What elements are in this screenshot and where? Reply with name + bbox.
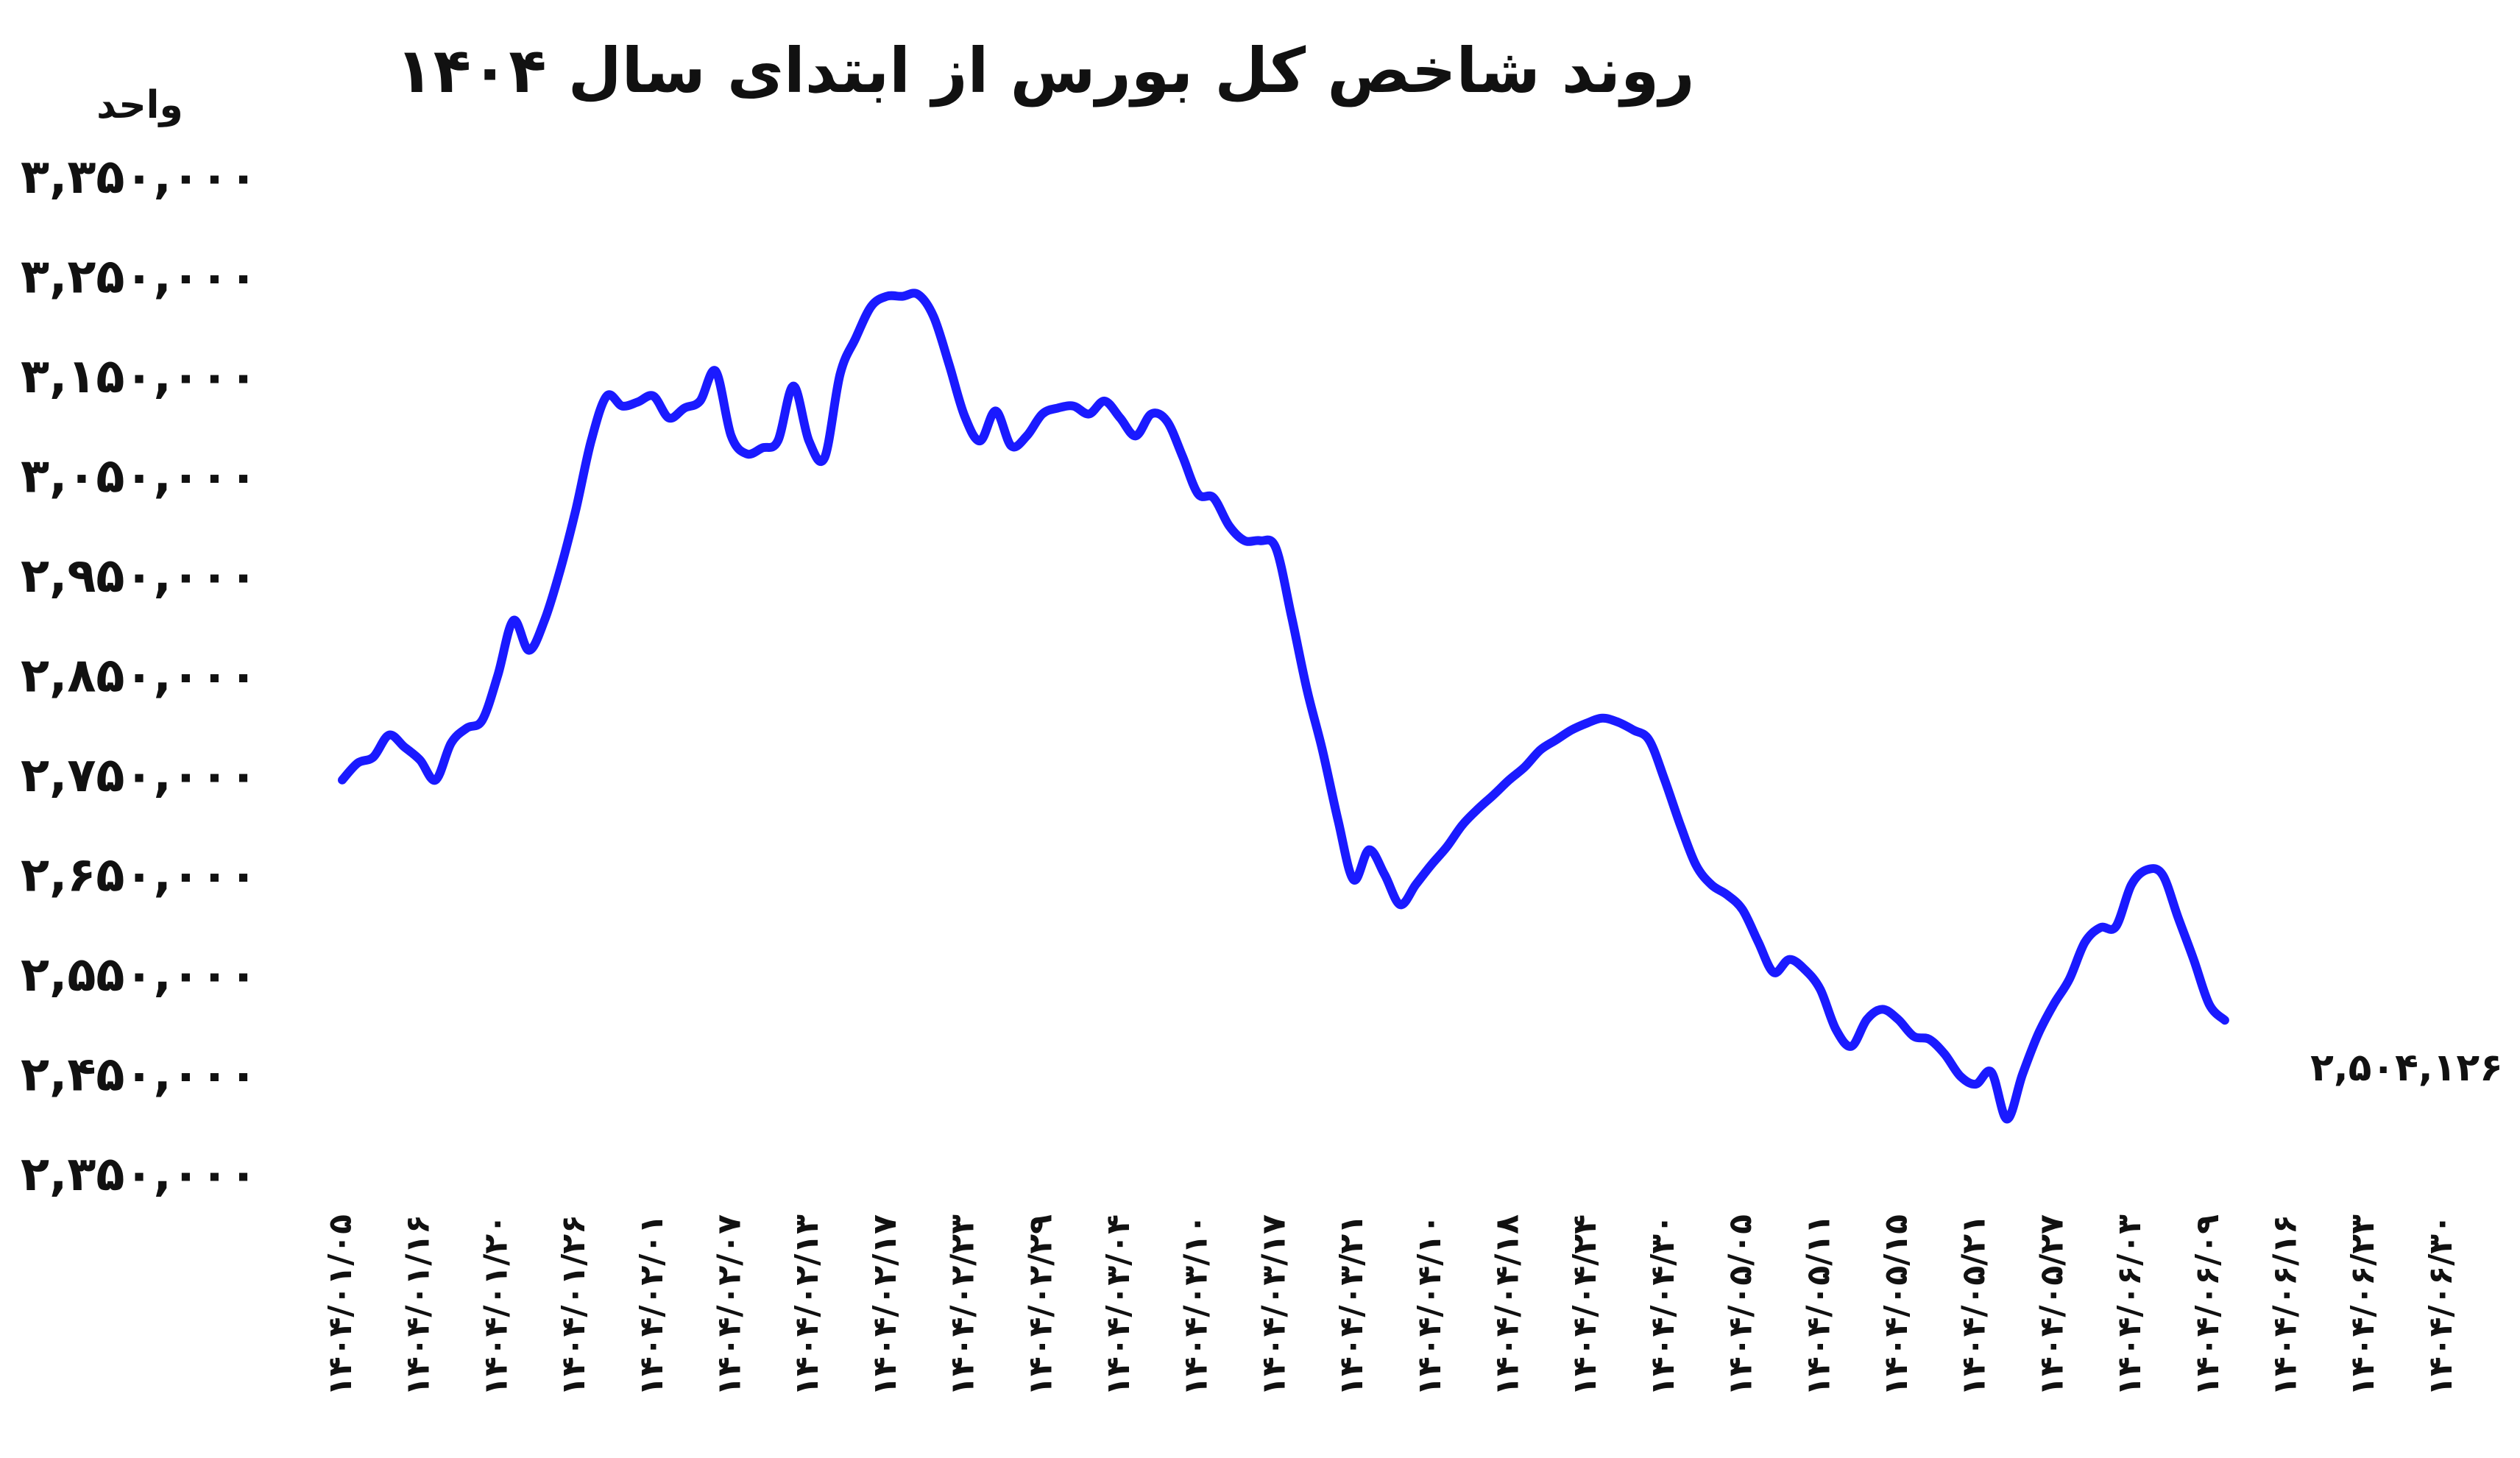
y-axis-ticks: ۳,۳۵۰,۰۰۰ ۳,۲۵۰,۰۰۰ ۳,۱۵۰,۰۰۰ ۳,۰۵۰,۰۰۰ ۲,۹۵…: [21, 150, 258, 1202]
chart-title: روند شاخص کل بورس از ابتدای سال ۱۴۰۴: [395, 35, 1694, 107]
y-tick-label: ۲,۹۵۰,۰۰۰: [21, 549, 258, 604]
x-tick-label: ۱۴۰۴/۰۲/۱۷: [866, 1214, 904, 1396]
x-axis-ticks: ۱۴۰۴/۰۱/۰۵ ۱۴۰۴/۰۱/۱۶ ۱۴۰۴/۰۱/۲۰ ۱۴۰۴/۰۱/۲۶…: [322, 1214, 2460, 1396]
x-tick-label: ۱۴۰۴/۰۱/۰۵: [322, 1214, 359, 1396]
y-tick-label: ۳,۳۵۰,۰۰۰: [21, 150, 258, 205]
x-tick-label: ۱۴۰۴/۰۴/۱۸: [1488, 1214, 1526, 1396]
x-tick-label: ۱۴۰۴/۰۳/۱۰: [1178, 1214, 1215, 1396]
x-tick-label: ۱۴۰۴/۰۲/۰۱: [633, 1214, 670, 1396]
x-tick-label: ۱۴۰۴/۰۶/۱۶: [2266, 1214, 2304, 1396]
x-tick-label: ۱۴۰۴/۰۶/۲۳: [2344, 1214, 2382, 1396]
x-tick-label: ۱۴۰۴/۰۴/۱۰: [1411, 1214, 1448, 1396]
x-tick-label: ۱۴۰۴/۰۲/۱۳: [788, 1214, 826, 1396]
y-tick-label: ۲,۴۵۰,۰۰۰: [21, 1048, 258, 1103]
x-tick-label: ۱۴۰۴/۰۶/۰۳: [2111, 1214, 2148, 1396]
series-group: [338, 289, 2229, 1124]
x-tick-label: ۱۴۰۴/۰۳/۱۷: [1255, 1214, 1292, 1396]
x-tick-label: ۱۴۰۴/۰۲/۲۹: [1022, 1214, 1059, 1396]
x-tick-label: ۱۴۰۴/۰۵/۱۱: [1799, 1214, 1837, 1396]
y-axis-unit-label: واحد: [96, 83, 183, 127]
x-tick-label: ۱۴۰۴/۰۶/۳۰: [2422, 1214, 2460, 1396]
x-tick-label: ۱۴۰۴/۰۵/۱۵: [1877, 1214, 1915, 1396]
y-tick-label: ۳,۲۵۰,۰۰۰: [21, 250, 258, 305]
x-tick-label: ۱۴۰۴/۰۳/۰۴: [1100, 1214, 1137, 1396]
x-tick-label: ۱۴۰۴/۰۵/۰۵: [1722, 1214, 1760, 1396]
x-tick-label: ۱۴۰۴/۰۶/۰۹: [2189, 1214, 2226, 1396]
x-tick-label: ۱۴۰۴/۰۳/۲۱: [1333, 1214, 1370, 1396]
series-line-0: [338, 289, 2229, 1124]
x-tick-label: ۱۴۰۴/۰۱/۱۶: [400, 1214, 437, 1396]
y-tick-label: ۲,۵۵۰,۰۰۰: [21, 948, 258, 1002]
x-tick-label: ۱۴۰۴/۰۲/۲۳: [944, 1214, 982, 1396]
y-tick-label: ۳,۰۵۰,۰۰۰: [21, 450, 258, 504]
x-tick-label: ۱۴۰۴/۰۵/۲۱: [1956, 1214, 1993, 1396]
y-tick-label: ۲,۶۵۰,۰۰۰: [21, 849, 258, 903]
x-tick-label: ۱۴۰۴/۰۱/۲۶: [555, 1214, 592, 1396]
y-tick-label: ۲,۷۵۰,۰۰۰: [21, 749, 258, 803]
x-tick-label: ۱۴۰۴/۰۵/۲۷: [2033, 1214, 2070, 1396]
y-tick-label: ۲,۸۵۰,۰۰۰: [21, 649, 258, 704]
x-tick-label: ۱۴۰۴/۰۱/۲۰: [477, 1214, 514, 1396]
y-tick-label: ۳,۱۵۰,۰۰۰: [21, 350, 258, 404]
x-tick-label: ۱۴۰۴/۰۴/۳۰: [1644, 1214, 1682, 1396]
x-tick-label: ۱۴۰۴/۰۴/۲۴: [1566, 1214, 1604, 1396]
last-value-label: ۲,۵۰۴,۱۲۶: [2310, 1046, 2503, 1090]
y-tick-label: ۲,۳۵۰,۰۰۰: [21, 1147, 258, 1202]
x-tick-label: ۱۴۰۴/۰۲/۰۷: [710, 1214, 748, 1396]
